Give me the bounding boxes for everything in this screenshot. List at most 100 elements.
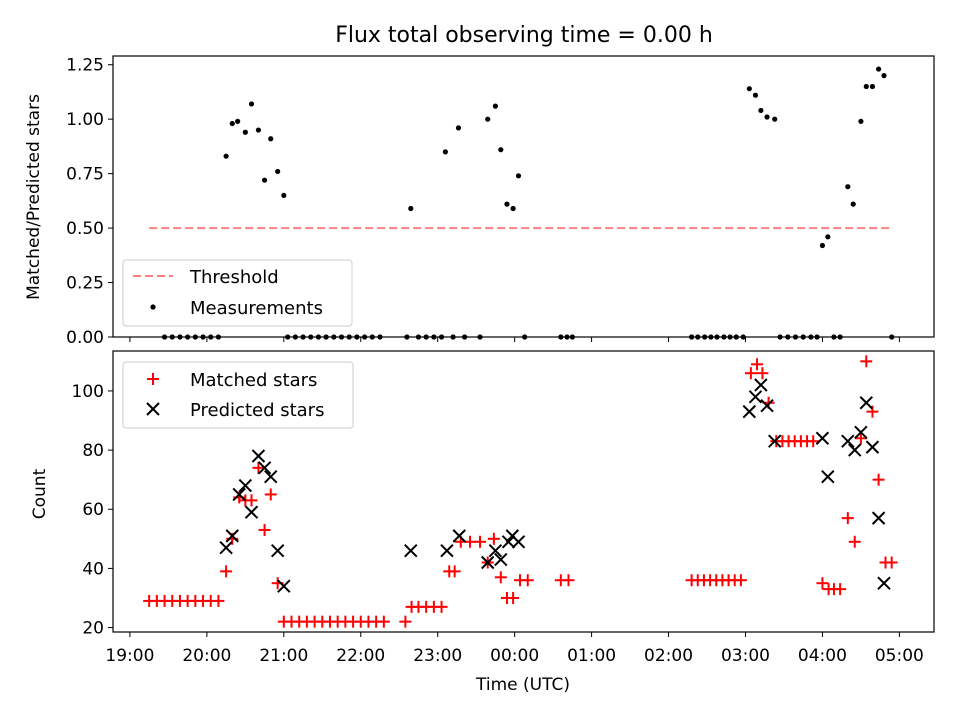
matched-star-point — [377, 615, 390, 628]
measurement-point — [850, 201, 856, 207]
predicted-star-point — [815, 431, 830, 445]
matched-star-point — [487, 532, 500, 545]
x-tick-label: 19:00 — [105, 646, 154, 666]
predicted-star-point — [277, 579, 291, 593]
bottom-y-axis-label: Count — [30, 468, 50, 519]
measurement-point — [408, 205, 414, 212]
matched-star-point — [756, 367, 769, 380]
measurement-point — [504, 201, 510, 207]
predicted-star-point — [219, 540, 233, 555]
measurement-point — [229, 120, 235, 127]
measurement-point — [510, 205, 516, 212]
matched-star-point — [252, 461, 265, 474]
measurement-point — [752, 92, 759, 98]
matched-star-point — [220, 565, 233, 578]
chart-title: Flux total observing time = 0.00 h — [335, 23, 713, 48]
matched-star-point — [258, 523, 271, 536]
predicted-star-point — [821, 470, 835, 484]
matched-star-point — [807, 435, 820, 448]
predicted-star-point — [494, 552, 508, 567]
measurement-point — [863, 83, 869, 90]
matched-star-point — [507, 591, 520, 604]
x-tick-label: 21:00 — [259, 646, 308, 666]
measurement-point — [515, 173, 522, 179]
matched-star-point — [435, 600, 448, 613]
predicted-star-point — [264, 470, 278, 484]
matched-star-point — [751, 358, 764, 371]
measurement-point — [875, 66, 882, 72]
measurement-point — [746, 86, 752, 92]
top-y-tick-label: 0.00 — [66, 328, 104, 348]
predicted-star-point — [848, 443, 862, 457]
predicted-star-point — [748, 390, 763, 404]
top-y-tick-label: 1.25 — [66, 56, 104, 76]
measurement-point — [235, 118, 241, 124]
legend-matched-label: Matched stars — [190, 370, 317, 391]
bottom-y-tick-label: 60 — [82, 500, 104, 520]
matched-star-point — [448, 565, 461, 578]
matched-star-point — [834, 583, 847, 596]
measurement-point — [248, 101, 255, 107]
predicted-star-point — [841, 434, 855, 448]
measurement-point — [442, 149, 449, 155]
predicted-star-point — [488, 543, 503, 558]
matched-star-point — [494, 571, 507, 584]
measurement-point — [492, 103, 499, 109]
matched-star-point — [744, 367, 757, 380]
bottom-y-tick-label: 100 — [72, 382, 104, 402]
x-tick-label: 23:00 — [413, 646, 462, 666]
top-y-tick-label: 0.75 — [66, 165, 104, 185]
bottom-plot-frame — [112, 350, 935, 633]
measurement-point — [261, 177, 268, 183]
predicted-star-point — [511, 535, 526, 549]
legend-matched-swatch — [147, 373, 159, 385]
matched-star-point — [474, 535, 487, 548]
matched-star-point — [521, 574, 534, 587]
x-tick-label: 00:00 — [490, 646, 539, 666]
predicted-star-point — [871, 511, 886, 525]
x-tick-label: 03:00 — [721, 646, 770, 666]
x-tick-label: 05:00 — [875, 646, 924, 666]
predicted-star-point — [452, 529, 466, 543]
matched-star-point — [399, 615, 412, 628]
predicted-star-point — [232, 487, 246, 502]
legend-threshold-label: Threshold — [189, 267, 279, 288]
bottom-y-tick-label: 80 — [82, 441, 104, 461]
matched-star-point — [212, 594, 225, 607]
measurement-point — [242, 129, 248, 135]
measurement-point — [881, 73, 887, 79]
measurement-point — [268, 136, 274, 142]
measurement-point — [485, 116, 491, 122]
predicted-star-point — [238, 478, 253, 493]
top-legend: Threshold Measurements — [122, 259, 353, 327]
matched-star-point — [264, 488, 277, 501]
x-tick-label: 04:00 — [798, 646, 847, 666]
measurement-point — [498, 147, 504, 153]
measurement-point — [858, 118, 864, 124]
top-plot-frame — [112, 55, 935, 338]
predicted-star-point — [877, 576, 891, 590]
measurement-point — [819, 242, 826, 249]
legend-measurements-swatch — [150, 304, 156, 310]
predicted-star-point — [754, 378, 768, 392]
matched-star-point — [734, 574, 747, 587]
measurement-point — [772, 116, 778, 122]
x-tick-label: 01:00 — [567, 646, 616, 666]
x-tick-label: 02:00 — [644, 646, 693, 666]
predicted-star-point — [854, 425, 868, 440]
matched-star-point — [562, 574, 575, 587]
x-tick-label: 20:00 — [182, 646, 231, 666]
bottom-y-tick-label: 40 — [82, 559, 104, 579]
bottom-legend: Matched stars Predicted stars — [122, 361, 354, 429]
measurement-point — [764, 114, 770, 120]
predicted-star-point — [244, 505, 259, 519]
x-axis-label: Time (UTC) — [475, 675, 570, 695]
top-y-tick-label: 1.00 — [66, 110, 104, 130]
matched-star-point — [854, 432, 867, 445]
measurement-point — [281, 192, 287, 199]
measurement-point — [275, 168, 281, 175]
predicted-star-point — [440, 543, 454, 558]
measurement-point — [758, 107, 764, 114]
